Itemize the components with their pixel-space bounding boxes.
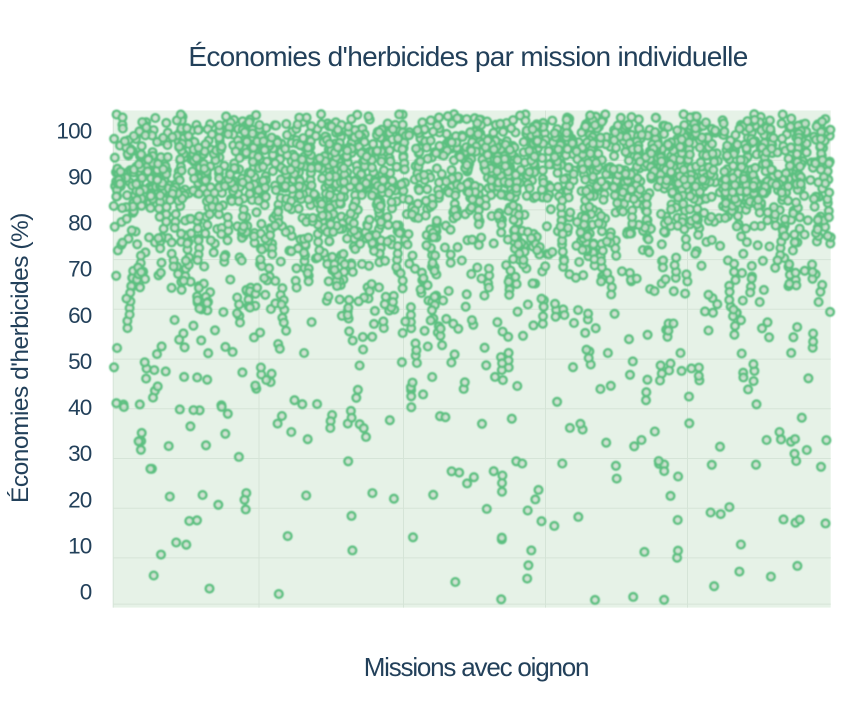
svg-text:100: 100 — [56, 118, 91, 143]
svg-text:40: 40 — [68, 395, 92, 420]
svg-text:Économies d'herbicides (%): Économies d'herbicides (%) — [7, 213, 34, 503]
svg-text:80: 80 — [68, 211, 92, 236]
svg-text:20: 20 — [68, 487, 92, 512]
svg-text:Économies d'herbicides par mis: Économies d'herbicides par mission indiv… — [188, 41, 747, 72]
svg-text:90: 90 — [68, 165, 92, 190]
svg-text:Missions avec oignon: Missions avec oignon — [364, 652, 589, 682]
svg-text:70: 70 — [68, 257, 92, 282]
svg-text:60: 60 — [68, 303, 92, 328]
svg-text:0: 0 — [80, 580, 92, 605]
svg-text:10: 10 — [68, 533, 92, 558]
svg-text:30: 30 — [68, 441, 92, 466]
svg-text:50: 50 — [68, 349, 92, 374]
